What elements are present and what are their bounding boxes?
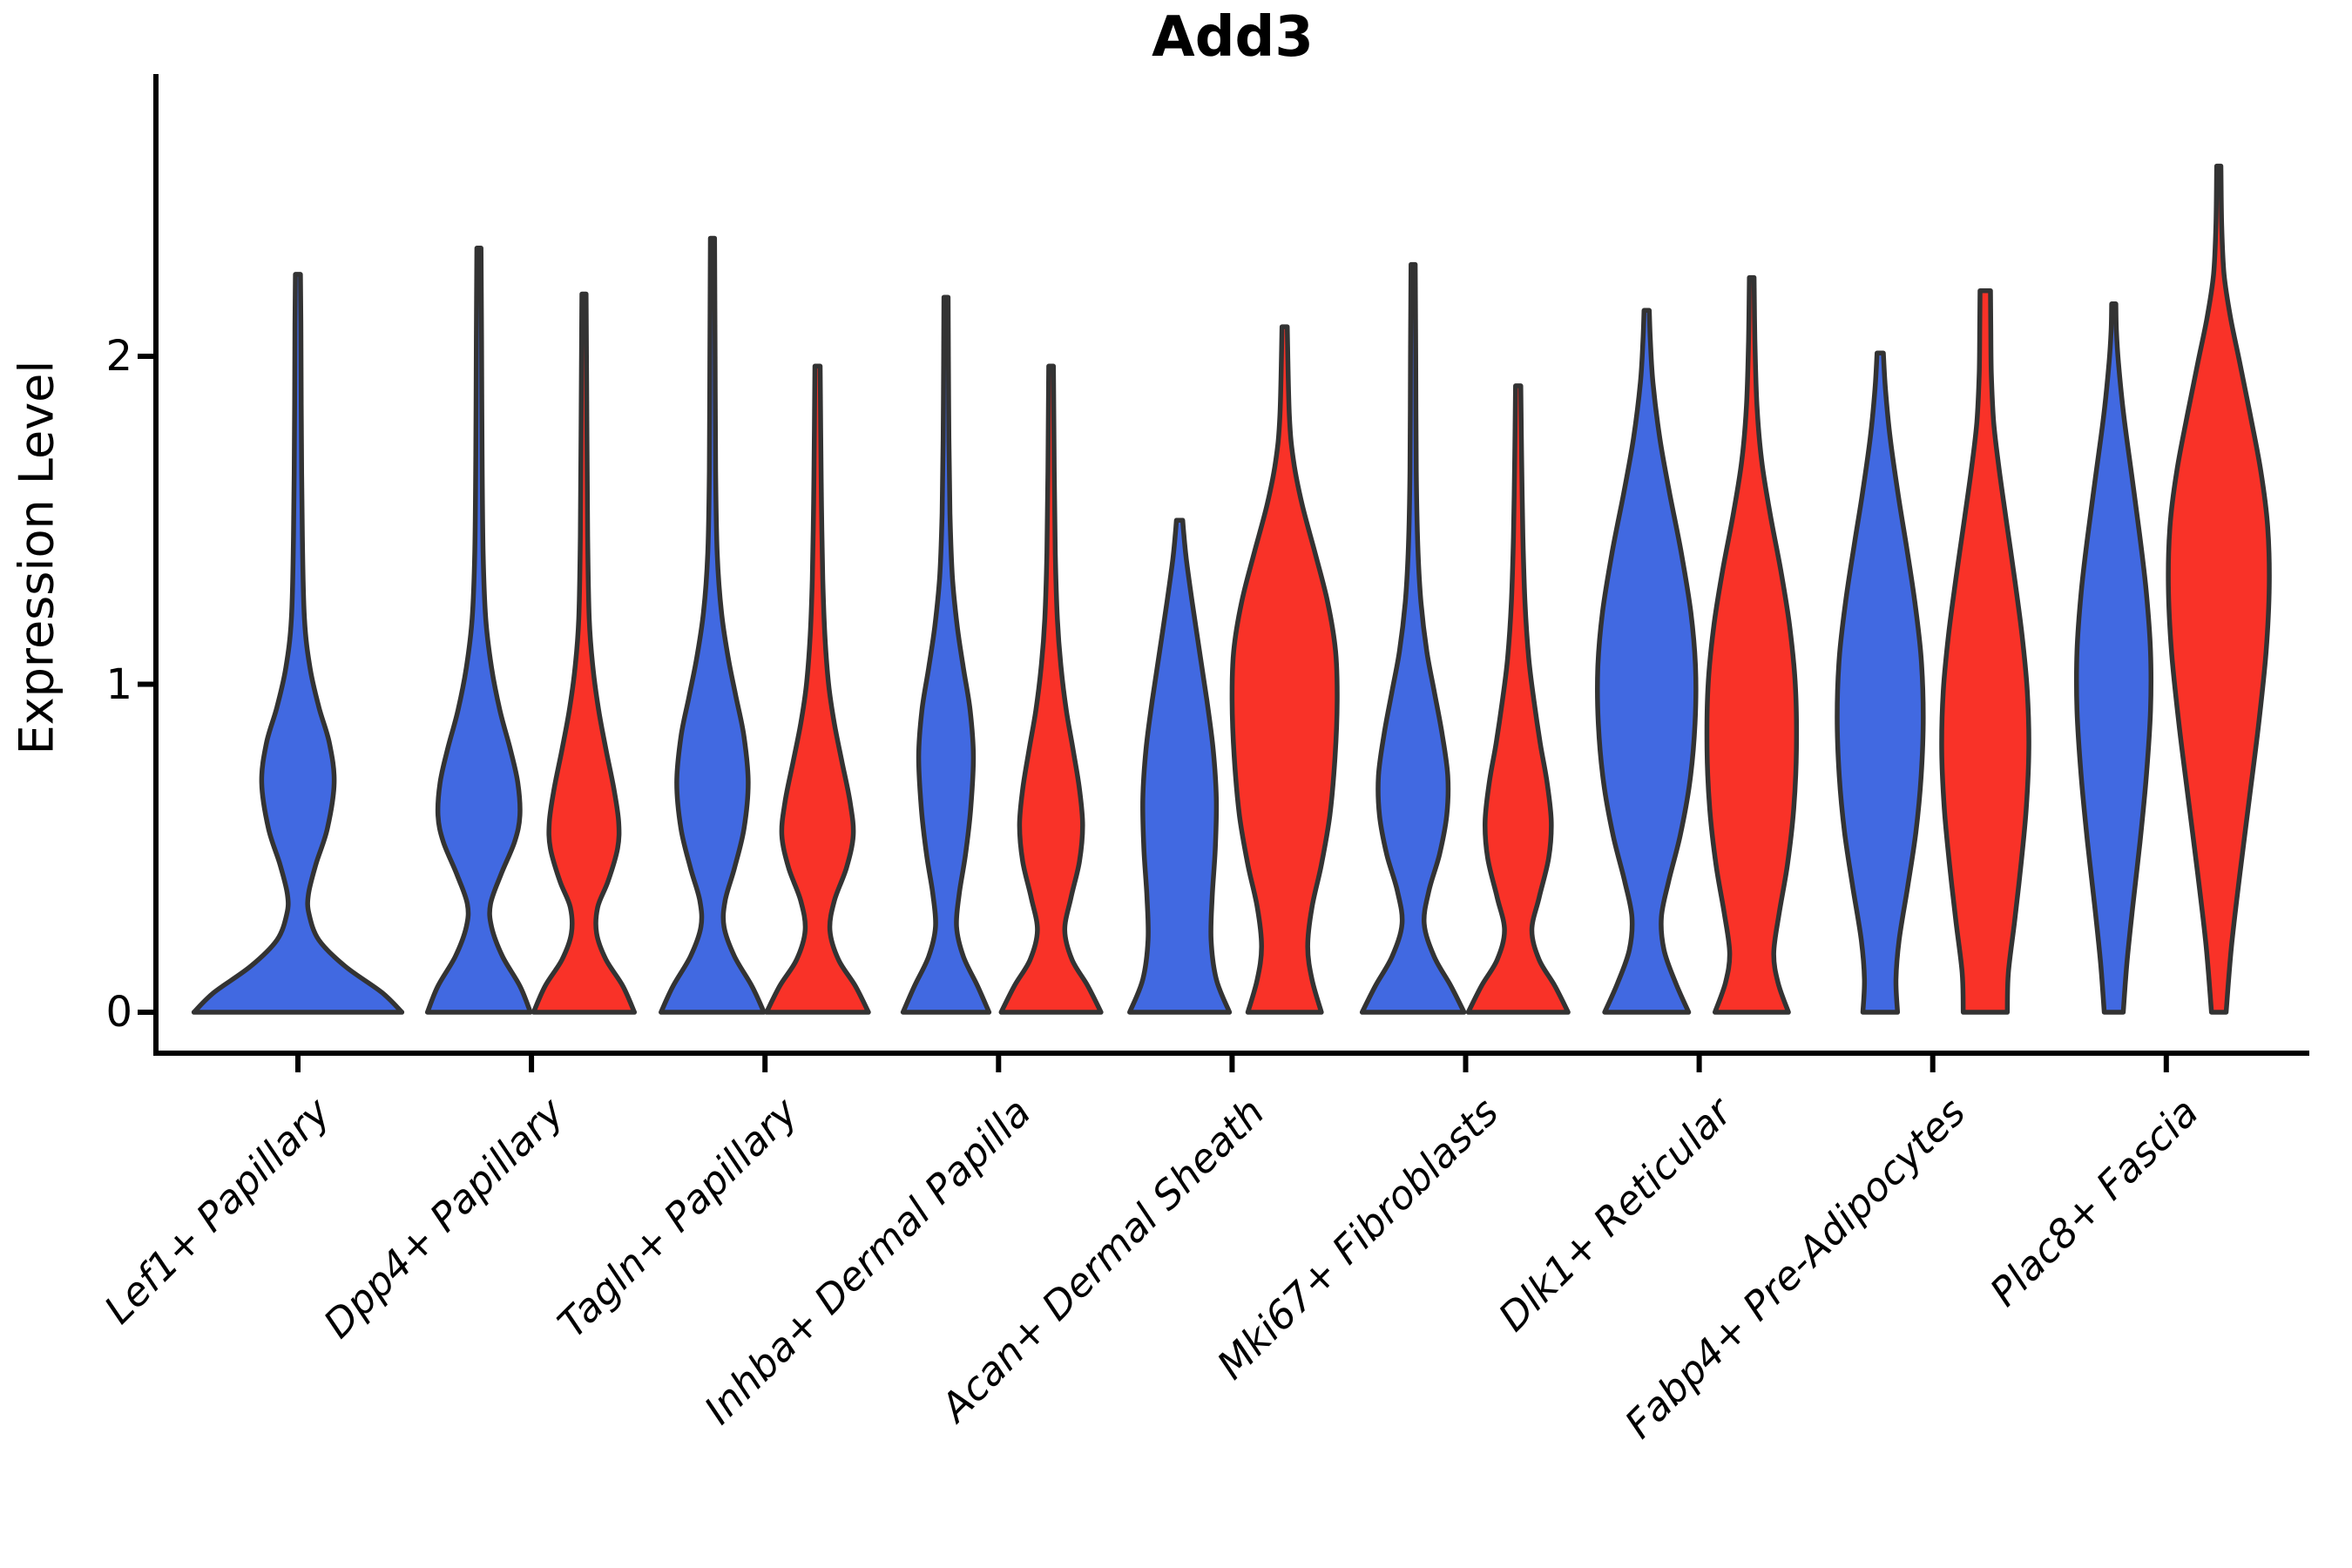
violin-group-red-category-6 xyxy=(1465,383,1571,1015)
y-tick-label-2: 2 xyxy=(105,332,132,381)
violin-group-red-category-2 xyxy=(531,291,638,1015)
violin-group-blue-category-2 xyxy=(424,246,533,1015)
violin-group-red-category-8 xyxy=(1939,287,2031,1015)
violin-group-blue-category-7 xyxy=(1595,308,1699,1015)
violin-group-red-category-3 xyxy=(764,363,871,1015)
y-tick-label-0: 0 xyxy=(105,988,132,1037)
violin-group-blue-category-9 xyxy=(2073,301,2154,1015)
violin-group-blue-category-6 xyxy=(1359,261,1467,1015)
violin-group-blue-category-4 xyxy=(900,294,992,1015)
violin-group-blue-category-1 xyxy=(191,272,405,1015)
violin-group-red-category-9 xyxy=(2166,163,2272,1015)
violin-group-blue-category-8 xyxy=(1835,350,1926,1015)
violin-group-blue-category-3 xyxy=(659,235,767,1015)
violin-group-blue-category-5 xyxy=(1127,517,1233,1015)
chart-title: Add3 xyxy=(1152,5,1314,70)
violin-group-red-category-5 xyxy=(1229,324,1340,1015)
violin-group-red-category-4 xyxy=(998,363,1104,1015)
violin-group-red-category-7 xyxy=(1704,274,1800,1015)
y-tick-label-1: 1 xyxy=(105,659,132,709)
